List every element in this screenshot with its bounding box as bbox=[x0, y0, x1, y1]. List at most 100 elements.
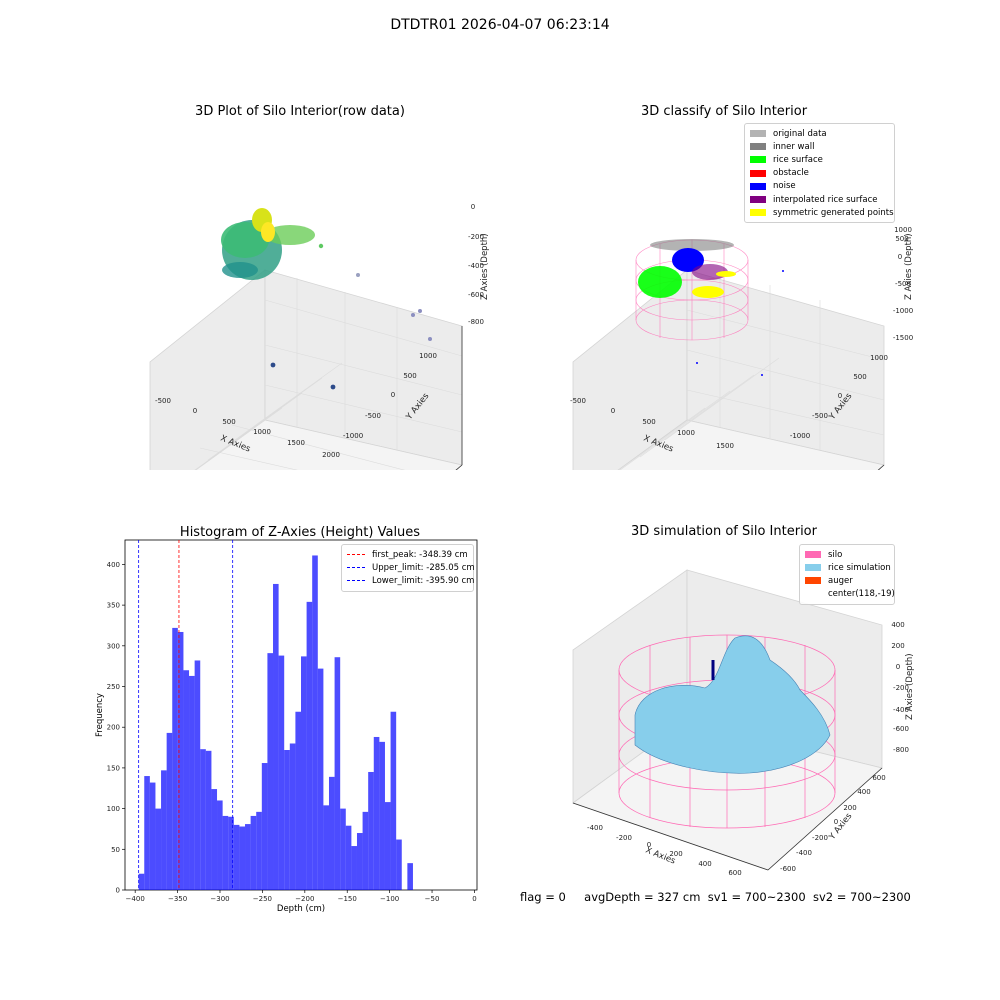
sim-ztick: 400 bbox=[891, 621, 904, 629]
classify-3d-plot: -500 0 500 1000 1500 1000 500 0 -500 -10… bbox=[570, 226, 914, 470]
classify-ztick: -1500 bbox=[893, 334, 913, 342]
histogram-bar bbox=[144, 776, 150, 890]
histogram-xtick-label: 0 bbox=[472, 895, 476, 903]
histogram-bar bbox=[183, 670, 190, 890]
sim-ylabel: Y Axies bbox=[827, 811, 855, 843]
histogram-bar bbox=[384, 802, 391, 890]
histogram-bar bbox=[161, 770, 167, 890]
histogram-bar bbox=[149, 782, 156, 890]
histogram-xtick-label: −150 bbox=[338, 895, 357, 903]
legend-swatch bbox=[750, 196, 766, 204]
legend-item: interpolated rice surface bbox=[750, 193, 889, 206]
legend-item: original data bbox=[750, 127, 889, 140]
histogram-xtick-label: −200 bbox=[295, 895, 314, 903]
histogram-bar bbox=[239, 826, 246, 890]
sim-ytick: 0 bbox=[834, 818, 838, 826]
histogram-bar bbox=[306, 601, 313, 890]
legend-swatch bbox=[805, 564, 821, 572]
histogram-xtick-label: −300 bbox=[210, 895, 229, 903]
raw-ztick: -400 bbox=[468, 262, 484, 270]
legend-swatch bbox=[750, 182, 766, 190]
histogram-xticks: −400 −350 −300 −250 −200 −150 −100 −50 0 bbox=[126, 890, 477, 903]
histogram-ytick-label: 350 bbox=[107, 602, 120, 610]
histogram-bar bbox=[166, 732, 173, 890]
histogram-bar bbox=[312, 555, 318, 890]
avg-depth-text: avgDepth = 327 cm bbox=[584, 890, 701, 904]
raw-ztick: -600 bbox=[468, 291, 484, 299]
raw-xtick: 2000 bbox=[322, 451, 340, 459]
sim-xtick: 200 bbox=[669, 850, 682, 858]
classify-xtick: 1500 bbox=[716, 442, 734, 450]
histogram-bar bbox=[250, 815, 257, 890]
histogram-ytick-label: 200 bbox=[107, 724, 120, 732]
raw-ytick: 1000 bbox=[419, 352, 437, 360]
sim-ytick: -600 bbox=[780, 865, 796, 873]
classify-ztick: 0 bbox=[898, 253, 902, 261]
histogram-ylabel: Frequency bbox=[95, 693, 105, 737]
sim-zlabel: Z Axies (Depth) bbox=[905, 653, 915, 720]
histogram-bar bbox=[233, 824, 240, 890]
histogram-xtick-label: −250 bbox=[253, 895, 272, 903]
histogram-bar bbox=[407, 863, 413, 890]
classify-ytick: 0 bbox=[838, 392, 842, 400]
sim-ytick: 600 bbox=[872, 774, 885, 782]
raw-gridlines bbox=[194, 278, 463, 470]
histogram-bar bbox=[289, 743, 296, 890]
histogram-bar bbox=[222, 815, 229, 890]
histogram-bar bbox=[267, 653, 274, 890]
sim-xtick: -400 bbox=[587, 824, 603, 832]
histogram-bar bbox=[373, 736, 380, 890]
histogram-bar bbox=[295, 711, 301, 890]
classify-plot-title: 3D classify of Silo Interior bbox=[640, 104, 808, 119]
histogram-ytick-label: 0 bbox=[116, 887, 120, 895]
histogram-bar bbox=[396, 839, 402, 890]
histogram-bar bbox=[228, 816, 234, 890]
histogram-bar bbox=[155, 808, 162, 890]
raw-ytick: 0 bbox=[391, 391, 395, 399]
raw-zlabel: Z Axies (Depth) bbox=[480, 233, 490, 300]
legend-swatch bbox=[750, 169, 766, 177]
histogram-yticks: 0 50 100 150 200 250 300 350 400 bbox=[107, 561, 125, 895]
histogram-xlabel: Depth (cm) bbox=[277, 904, 325, 914]
histogram-bar bbox=[390, 711, 397, 890]
histogram-bar bbox=[245, 824, 251, 890]
raw-ytick: -500 bbox=[365, 412, 381, 420]
legend-item: Upper_limit: -285.05 cm bbox=[347, 561, 475, 574]
legend-swatch bbox=[750, 156, 766, 164]
classify-ztick: -1000 bbox=[893, 307, 913, 315]
simulation-rice-surface bbox=[634, 635, 831, 774]
histogram-bar bbox=[273, 583, 279, 890]
simulation-3d-plot: -400 -200 0 200 400 600 600 400 200 0 -2… bbox=[572, 569, 915, 877]
histogram-bar bbox=[323, 805, 329, 890]
classify-xtick: 500 bbox=[642, 418, 655, 426]
classify-point-cloud bbox=[635, 239, 784, 376]
legend-item: first_peak: -348.39 cm bbox=[347, 548, 468, 561]
sim-ytick: -200 bbox=[812, 834, 828, 842]
classify-ztick: -500 bbox=[895, 280, 911, 288]
histogram-bar bbox=[345, 825, 352, 890]
raw-xtick: 0 bbox=[193, 407, 197, 415]
legend-item: Lower_limit: -395.90 cm bbox=[347, 574, 474, 587]
histogram-bar bbox=[138, 873, 145, 890]
histogram-ytick-label: 50 bbox=[111, 846, 120, 854]
raw-plot-title: 3D Plot of Silo Interior(row data) bbox=[195, 104, 405, 119]
histogram-bars bbox=[138, 555, 413, 890]
histogram-bar bbox=[172, 627, 178, 890]
classify-ytick: 500 bbox=[853, 373, 866, 381]
legend-swatch bbox=[805, 551, 821, 559]
histogram-bar bbox=[317, 668, 324, 890]
sim-xtick: 600 bbox=[728, 869, 741, 877]
legend-item: obstacle bbox=[750, 167, 889, 180]
histogram-chart: Histogram of Z-Axies (Height) Values −40… bbox=[95, 525, 478, 914]
sim-ytick: 400 bbox=[857, 788, 870, 796]
status-footer: flag = 0 avgDepth = 327 cm sv1 = 700~230… bbox=[520, 890, 911, 904]
classify-ytick: -1000 bbox=[790, 432, 810, 440]
raw-ytick: 500 bbox=[403, 372, 416, 380]
legend-item: center(118,-19) bbox=[805, 588, 895, 601]
histogram-bar bbox=[261, 763, 268, 890]
legend-line bbox=[347, 554, 365, 556]
histogram-legend: first_peak: -348.39 cm Upper_limit: -285… bbox=[341, 544, 475, 592]
classify-xtick: 1000 bbox=[677, 429, 695, 437]
sim-xlabel: X Axies bbox=[644, 846, 677, 867]
histogram-bar bbox=[334, 657, 341, 890]
